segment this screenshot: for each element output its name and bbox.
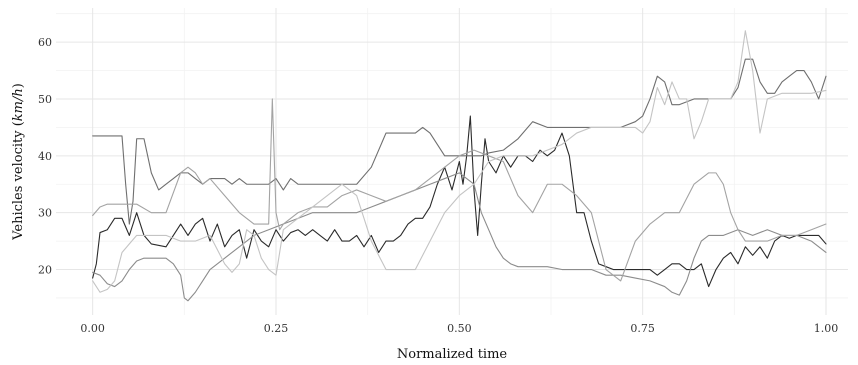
series-line-3	[92, 172, 827, 302]
x-axis-title: Normalized time	[397, 347, 508, 362]
x-tick-label: 0.50	[447, 322, 472, 335]
y-tick-label: 60	[38, 36, 52, 49]
x-tick-label: 0.25	[264, 322, 289, 335]
y-axis-ticks: 20 30 40 50 60	[38, 36, 52, 276]
y-axis-title-part-1: Vehicles velocity (	[11, 121, 26, 241]
series-line-1	[92, 115, 827, 288]
x-tick-label: 0.00	[80, 322, 105, 335]
y-axis-title-part-3: )	[11, 83, 26, 88]
x-axis-ticks: 0.00 0.25 0.50 0.75 1.00	[80, 322, 838, 335]
y-tick-label: 40	[38, 150, 52, 163]
x-tick-label: 0.75	[630, 322, 655, 335]
y-tick-label: 20	[38, 264, 52, 277]
series-lines	[92, 30, 827, 302]
y-tick-label: 30	[38, 207, 52, 220]
x-tick-label: 1.00	[814, 322, 839, 335]
y-axis-title: Vehicles velocity (km/h)	[11, 83, 26, 241]
y-axis-title-unit: km/h	[11, 88, 26, 121]
series-line-5	[92, 30, 827, 293]
y-tick-label: 50	[38, 93, 52, 106]
series-line-4	[92, 98, 827, 282]
